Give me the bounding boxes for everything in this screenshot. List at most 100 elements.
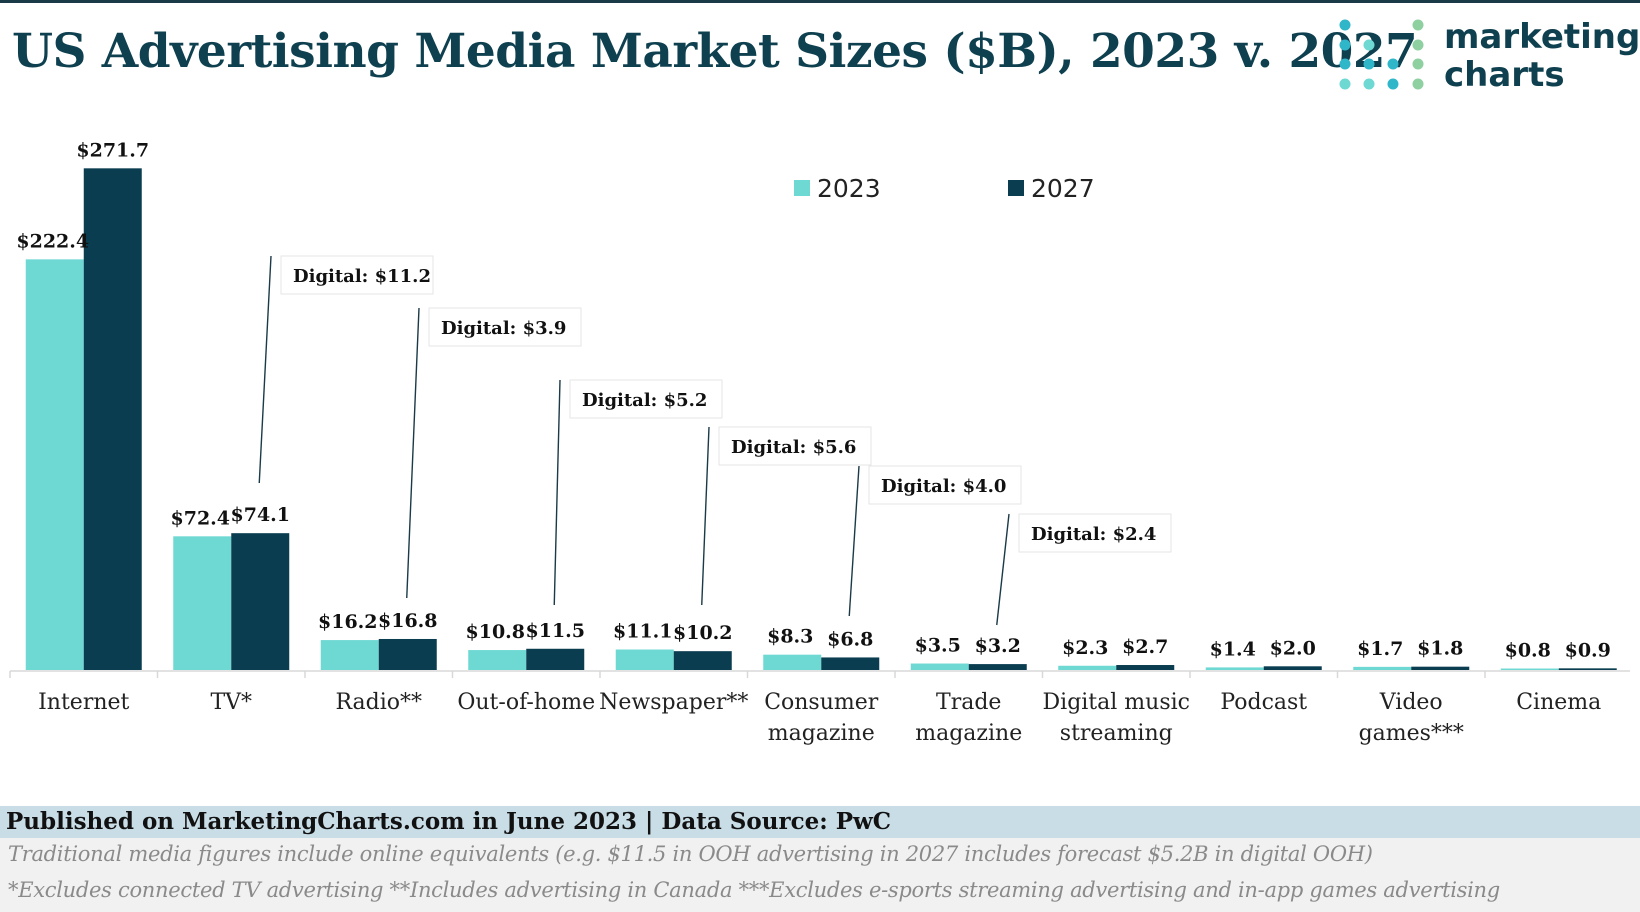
value-label: $11.1 [613,621,673,643]
bar-2023-7 [1058,665,1117,670]
legend-swatch-2023 [794,180,810,196]
category-label: Out-of-home [457,690,595,715]
annotation-text: Digital: $2.4 [1031,524,1156,545]
marketingcharts-logo: marketing charts [1338,18,1640,98]
chart-title: US Advertising Media Market Sizes ($B), … [12,24,1418,79]
bar-chart: Digital: $11.2 Digital: $3.9 Digital: $5.2… [9,139,1630,746]
bar-2027-10 [1558,668,1617,670]
annotation-leader [258,255,272,484]
bar-2023-8 [1205,667,1264,670]
bar-2023-9 [1353,666,1412,670]
category-label: magazine [768,721,875,746]
legend-label-2027: 2027 [1031,174,1095,203]
bar-2023-4 [615,649,674,670]
value-label: $1.4 [1210,638,1256,660]
value-label: $10.2 [673,622,733,644]
value-label: $10.8 [466,621,526,643]
annotation-leader [996,513,1010,626]
bar-2023-10 [1500,668,1559,670]
notes-area: Traditional media figures include online… [0,838,1640,912]
annotation-box [428,307,582,347]
bar-2023-2 [320,640,379,670]
bar-2027-1 [231,533,290,670]
value-label: $16.8 [378,610,438,632]
annotation-box [280,255,434,295]
category-label: Digital music [1043,690,1190,715]
top-rule [0,0,1640,3]
legend-swatch-2027 [1008,180,1024,196]
bar-2023-3 [468,650,527,670]
logo-line-2: charts [1444,55,1565,95]
bar-2023-1 [173,536,232,670]
bar-2027-4 [673,651,732,670]
category-label: Radio** [335,690,422,715]
value-label: $8.3 [767,626,813,648]
legend-label-2023: 2023 [817,174,881,203]
annotation-box [868,465,1022,505]
annotation-layer: Digital: $11.2 Digital: $3.9 Digital: $5.2… [258,255,1172,626]
bars-layer [25,168,1617,670]
source-bar: Published on MarketingCharts.com in June… [0,806,1640,838]
annotation-text: Digital: $3.9 [441,318,566,339]
bar-2027-8 [1263,666,1322,670]
value-label: $271.7 [76,139,149,161]
bar-2023-0 [25,259,84,670]
x-axis-ticks [9,671,1486,678]
value-label: $11.5 [526,620,586,642]
value-label: $3.2 [975,635,1021,657]
bar-2023-5 [763,654,822,670]
annotation-leader [848,465,860,617]
annotation-leader [701,426,710,606]
logo-wordmark: marketing charts [1444,18,1640,94]
source-text: Published on MarketingCharts.com in June… [6,808,892,835]
value-label: $0.8 [1505,640,1551,662]
bar-2027-2 [378,638,437,670]
value-label: $6.8 [827,628,873,650]
category-label: games*** [1359,721,1464,746]
category-label: Consumer [764,690,879,715]
category-label: Video [1379,690,1443,715]
value-label: $1.7 [1357,638,1403,660]
value-label: $0.9 [1565,639,1611,661]
category-label: magazine [915,721,1022,746]
annotation-text: Digital: $5.6 [731,437,856,458]
category-label: streaming [1060,721,1173,746]
logo-line-1: marketing [1444,17,1640,57]
category-label: Internet [38,690,129,715]
annotation-leader [553,379,561,606]
bar-2023-6 [910,663,969,670]
value-label: $72.4 [171,507,231,529]
value-label: $2.0 [1270,637,1316,659]
value-label: $16.2 [318,611,378,633]
category-label: Trade [936,690,1001,715]
annotation-leader [406,307,420,599]
category-label: Podcast [1220,690,1307,715]
value-label: $3.5 [915,635,961,657]
bar-2027-5 [821,657,880,670]
bar-2027-3 [526,648,585,670]
bar-2027-0 [83,168,142,670]
annotation-text: Digital: $11.2 [293,266,431,287]
category-label: TV* [210,690,252,715]
bar-2027-6 [968,664,1027,670]
category-label: Newspaper** [599,690,748,715]
footnote-2: *Excludes connected TV advertising **Inc… [8,878,1500,902]
legend: 2023 2027 [794,174,1095,203]
annotation-box [1018,513,1172,553]
bar-2027-7 [1116,665,1175,670]
annotation-box [718,426,872,466]
value-label: $1.8 [1417,638,1463,660]
category-label: Cinema [1516,690,1601,715]
footnote-1: Traditional media figures include online… [8,842,1373,866]
value-label: $74.1 [231,504,291,526]
bar-2027-9 [1411,666,1470,670]
annotation-text: Digital: $4.0 [881,476,1006,497]
value-label: $2.3 [1062,637,1108,659]
value-label: $222.4 [16,230,89,252]
value-labels-layer: $222.4$271.7$72.4 $74.1$16.2 $16.8$10.8 $11… [16,139,1611,661]
category-labels-layer: Internet TV* Radio** Out-of-home Newspaper**… [38,690,1601,746]
value-label: $2.7 [1122,636,1168,658]
logo-dots-icon [1339,19,1424,90]
annotation-text: Digital: $5.2 [582,390,707,411]
annotation-box [569,379,723,419]
